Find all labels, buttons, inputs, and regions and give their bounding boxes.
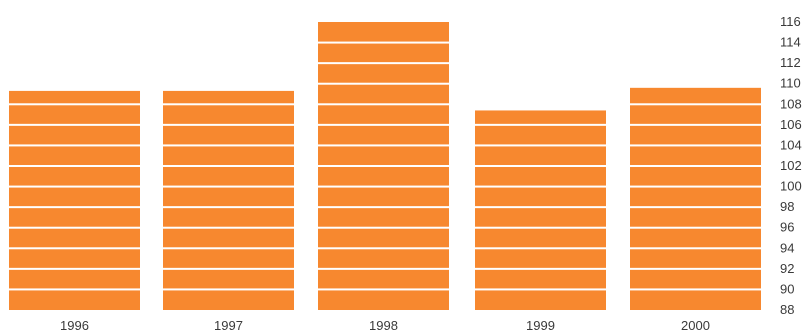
y-tick-label: 114 [780, 35, 801, 50]
bar-stripe [475, 247, 606, 250]
bar-stripe [630, 185, 761, 188]
bar-stripe [163, 144, 294, 147]
y-tick-label: 96 [780, 220, 794, 235]
bar-stripe [318, 185, 449, 188]
bar-stripe [318, 103, 449, 106]
x-tick-label: 2000 [681, 318, 710, 333]
bar-stripe [318, 165, 449, 167]
bar-stripe [9, 144, 140, 147]
bar-1997 [163, 90, 294, 311]
bar-stripe [318, 288, 449, 291]
bar-stripe [630, 123, 761, 126]
bar-1996 [9, 90, 140, 311]
bar-stripe [163, 247, 294, 250]
y-tick-label: 102 [780, 158, 802, 173]
y-tick-label: 104 [780, 137, 802, 152]
bar-stripe [9, 123, 140, 126]
bar-stripe [163, 185, 294, 188]
x-tick-label: 1996 [60, 318, 89, 333]
y-tick-label: 100 [780, 179, 802, 194]
y-axis: 88 90 92 94 96 98 100 102 104 106 108 110 112 114 116 [780, 14, 802, 317]
y-tick-label: 94 [780, 240, 794, 255]
bar-stripe [630, 267, 761, 270]
bar-stripe [9, 165, 140, 167]
y-tick-label: 110 [780, 76, 801, 91]
y-tick-label: 92 [780, 261, 794, 276]
y-tick-label: 106 [780, 117, 802, 132]
y-tick-label: 108 [780, 96, 802, 111]
bar-stripe [9, 185, 140, 188]
bar-stripe [318, 82, 449, 85]
y-tick-label: 88 [780, 302, 794, 317]
bar-2000 [630, 87, 761, 310]
x-tick-label: 1999 [526, 318, 555, 333]
bar-stripe [318, 62, 449, 65]
x-tick-label: 1997 [214, 318, 243, 333]
bar-stripe [9, 226, 140, 229]
bar-stripe [475, 206, 606, 209]
bar-stripe [163, 165, 294, 167]
bar-stripe [475, 226, 606, 229]
bar-stripe [630, 247, 761, 250]
y-tick-label: 112 [780, 55, 801, 70]
bar-stripe [630, 206, 761, 209]
bars-group [9, 22, 761, 311]
bar-stripe [9, 288, 140, 291]
y-tick-label: 98 [780, 199, 794, 214]
bar-stripe [9, 267, 140, 270]
bar-stripe [163, 206, 294, 209]
stripes-group [9, 41, 761, 291]
bar-stripe [9, 247, 140, 250]
bar-stripe [475, 288, 606, 291]
bar-stripe [630, 226, 761, 229]
bar-stripe [163, 267, 294, 270]
bar-stripe [630, 288, 761, 291]
bar-stripe [318, 226, 449, 229]
bar-stripe [9, 206, 140, 209]
bar-stripe [163, 288, 294, 291]
bar-stripe [475, 144, 606, 147]
y-tick-label: 116 [780, 14, 801, 29]
bar-stripe [163, 103, 294, 106]
bar-stripe [9, 103, 140, 106]
bar-stripe [630, 103, 761, 106]
bar-stripe [163, 123, 294, 126]
x-tick-label: 1998 [369, 318, 398, 333]
bar-stripe [318, 41, 449, 44]
bar-stripe [475, 185, 606, 188]
bar-stripe [318, 206, 449, 209]
bar-stripe [630, 144, 761, 147]
x-axis: 1996 1997 1998 1999 2000 [60, 318, 710, 333]
bar-stripe [318, 144, 449, 147]
bar-stripe [475, 123, 606, 126]
bar-stripe [475, 267, 606, 270]
bar-stripe [318, 123, 449, 126]
bar-stripe [318, 267, 449, 270]
bar-stripe [630, 165, 761, 167]
bar-stripe [318, 247, 449, 250]
y-tick-label: 90 [780, 281, 794, 296]
bar-stripe [475, 165, 606, 167]
bar-stripe [163, 226, 294, 229]
bar-1999 [475, 110, 606, 310]
